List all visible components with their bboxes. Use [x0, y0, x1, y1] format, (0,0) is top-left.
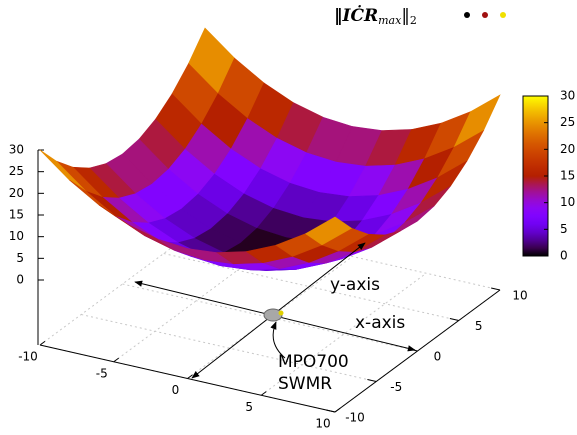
z-tick-label: 15 — [9, 208, 24, 222]
x-tick — [260, 391, 267, 396]
legend-main: ‖IĊR — [334, 5, 378, 26]
z-tick-label: 30 — [9, 143, 24, 157]
legend-close: ‖ — [401, 6, 410, 26]
robot-icon — [263, 308, 283, 322]
x-axis-label: x-axis — [355, 313, 405, 333]
z-tick-label: 5 — [16, 251, 24, 265]
robot-label: MPO700 — [278, 352, 349, 372]
x-tick-label: 0 — [172, 383, 180, 397]
overlay: y-axis x-axis MPO700 SWMR ‖IĊRmax‖2 0 5 10… — [134, 5, 575, 394]
colorbar-tick-label: 10 — [560, 195, 575, 209]
colorbar-tick-label: 25 — [560, 115, 575, 129]
colorbar-tick-label: 0 — [560, 249, 568, 263]
legend-marker — [500, 12, 506, 18]
y-tick-label: 5 — [475, 319, 483, 333]
robot-pointer — [270, 321, 286, 359]
y-tick — [367, 379, 377, 382]
surface-patch — [304, 216, 353, 246]
legend-marker — [464, 12, 470, 18]
colorbar-tick-label: 30 — [560, 89, 575, 103]
robot-label: SWMR — [278, 374, 332, 394]
y-tick-label: -5 — [390, 380, 402, 394]
y-axis-line — [334, 289, 501, 413]
legend-sub: max — [378, 14, 402, 27]
y-tick — [449, 318, 459, 321]
robot-marker — [278, 310, 284, 316]
z-tick-label: 25 — [9, 164, 24, 178]
y-tick-label: -10 — [345, 411, 365, 425]
x-tick-label: -5 — [96, 366, 108, 380]
y-tick — [491, 287, 501, 291]
y-axis-label: y-axis — [330, 275, 380, 295]
z-tick-label: 20 — [9, 186, 24, 200]
y-tick-label: 0 — [434, 350, 442, 364]
x-tick — [39, 340, 46, 346]
x-tick-label: -10 — [18, 350, 38, 364]
z-tick-label: 10 — [9, 229, 24, 243]
legend-marker — [482, 12, 488, 18]
legend-label: ‖IĊRmax‖2 — [334, 5, 417, 28]
colorbar-tick-label: 15 — [560, 169, 575, 183]
colorbar — [522, 95, 549, 257]
x-tick — [187, 374, 193, 379]
legend-sub: 2 — [410, 14, 417, 27]
colorbar-tick-label: 20 — [560, 142, 575, 156]
z-tick-label: 0 — [16, 273, 24, 287]
x-tick-label: 10 — [315, 417, 330, 431]
surface — [39, 27, 501, 271]
x-tick-label: 5 — [245, 400, 253, 414]
x-axis-line — [39, 344, 336, 413]
y-tick-label: 10 — [512, 289, 527, 303]
x-tick — [113, 357, 119, 363]
colorbar-tick-label: 5 — [560, 222, 568, 236]
